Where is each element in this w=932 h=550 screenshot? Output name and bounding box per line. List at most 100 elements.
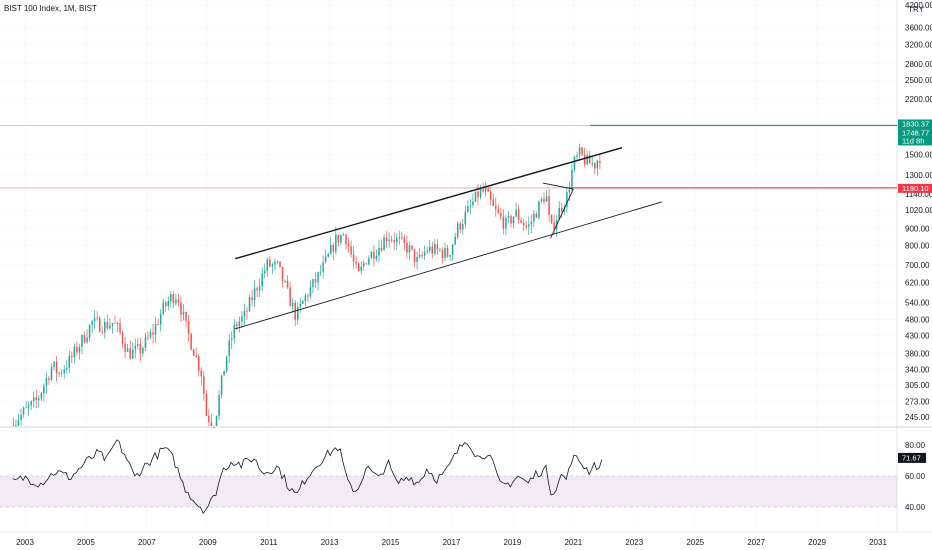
candle-body[interactable] <box>192 349 195 356</box>
price-tick-label[interactable]: 900.00 <box>905 224 930 233</box>
candle-body[interactable] <box>441 250 444 258</box>
candle-body[interactable] <box>571 169 573 190</box>
price-tick-label[interactable]: 1140.00 <box>905 190 932 199</box>
price-tick-label[interactable]: 430.00 <box>905 331 930 340</box>
candle-body[interactable] <box>548 196 550 215</box>
price-tick-label[interactable]: 245.00 <box>905 413 930 422</box>
candle-body[interactable] <box>55 361 58 374</box>
candle-body[interactable] <box>203 376 205 394</box>
price-tick-label[interactable]: 800.00 <box>905 241 930 250</box>
time-tick-label[interactable]: 2013 <box>321 538 339 547</box>
candle-body[interactable] <box>210 422 213 426</box>
candle-body[interactable] <box>104 321 106 333</box>
candle-body[interactable] <box>573 156 576 170</box>
time-axis[interactable]: 2003 2005 2007 2009 2011 2013 2015 2017 2019 2021… <box>16 538 887 547</box>
candle-body[interactable] <box>594 163 596 169</box>
price-tick-label[interactable]: 1500.00 <box>905 150 932 159</box>
candle-body[interactable] <box>162 302 164 315</box>
time-tick-label[interactable]: 2011 <box>260 538 278 547</box>
candle-body[interactable] <box>403 237 406 243</box>
candle-body[interactable] <box>246 310 248 312</box>
candle-body[interactable] <box>243 310 246 317</box>
price-tick-label[interactable]: 480.00 <box>905 315 930 324</box>
candle-body[interactable] <box>205 393 208 416</box>
candle-body[interactable] <box>93 317 96 322</box>
candle-body[interactable] <box>469 205 472 207</box>
candle-body[interactable] <box>418 255 421 257</box>
price-tick-label[interactable]: 620.00 <box>905 278 930 287</box>
candle-body[interactable] <box>363 263 365 267</box>
candle-body[interactable] <box>436 244 439 250</box>
candle-body[interactable] <box>398 237 401 239</box>
candle-body[interactable] <box>408 245 411 253</box>
candle-body[interactable] <box>289 287 291 307</box>
candle-body[interactable] <box>591 163 594 164</box>
candle-body[interactable] <box>111 323 114 326</box>
candle-body[interactable] <box>12 425 15 427</box>
candle-body[interactable] <box>58 372 60 374</box>
candle-body[interactable] <box>98 318 101 332</box>
time-tick-label[interactable]: 2031 <box>869 538 887 547</box>
candle-body[interactable] <box>553 222 555 230</box>
candle-body[interactable] <box>444 248 446 258</box>
candle-body[interactable] <box>482 189 484 192</box>
candle-body[interactable] <box>342 234 345 236</box>
candle-body[interactable] <box>299 303 302 307</box>
price-tick-label[interactable]: 273.00 <box>905 397 930 406</box>
time-tick-label[interactable]: 2017 <box>443 538 461 547</box>
candle-body[interactable] <box>578 147 581 156</box>
rsi-axis[interactable]: 80.00 60.00 40.00 <box>905 441 926 512</box>
candle-body[interactable] <box>411 245 413 250</box>
candle-body[interactable] <box>291 302 294 307</box>
candle-body[interactable] <box>479 189 482 198</box>
candle-body[interactable] <box>327 253 329 257</box>
channel-upper-trendline[interactable] <box>235 146 623 260</box>
time-tick-label[interactable]: 2005 <box>77 538 95 547</box>
candle-body[interactable] <box>467 205 469 212</box>
candle-body[interactable] <box>487 188 489 192</box>
candle-body[interactable] <box>228 340 230 357</box>
trendlines[interactable] <box>235 146 662 330</box>
candle-body[interactable] <box>45 378 48 386</box>
candle-body[interactable] <box>462 224 464 230</box>
candle-body[interactable] <box>65 367 68 370</box>
candle-body[interactable] <box>406 242 408 253</box>
candle-body[interactable] <box>215 416 218 426</box>
candle-body[interactable] <box>218 394 220 417</box>
candle-body[interactable] <box>451 244 454 256</box>
time-tick-label[interactable]: 2019 <box>504 538 522 547</box>
candle-body[interactable] <box>88 324 91 338</box>
candle-body[interactable] <box>63 369 65 374</box>
candle-body[interactable] <box>317 272 319 283</box>
candle-body[interactable] <box>134 345 137 350</box>
candle-body[interactable] <box>124 343 126 352</box>
candle-body[interactable] <box>505 217 507 229</box>
candle-body[interactable] <box>538 201 540 218</box>
candle-body[interactable] <box>248 297 251 312</box>
candle-body[interactable] <box>378 247 380 256</box>
candle-body[interactable] <box>543 198 545 202</box>
candle-body[interactable] <box>507 216 510 218</box>
candle-body[interactable] <box>106 321 109 329</box>
candle-body[interactable] <box>96 317 98 319</box>
candle-body[interactable] <box>530 221 533 225</box>
candle-body[interactable] <box>423 252 426 256</box>
candle-body[interactable] <box>152 332 154 335</box>
candle-body[interactable] <box>413 249 416 263</box>
candle-body[interactable] <box>599 160 601 163</box>
candle-body[interactable] <box>393 239 395 243</box>
candle-body[interactable] <box>223 370 225 376</box>
candle-body[interactable] <box>208 415 210 423</box>
candle-body[interactable] <box>40 393 43 399</box>
candle-body[interactable] <box>426 250 428 253</box>
candle-body[interactable] <box>515 209 517 217</box>
candle-body[interactable] <box>220 375 223 395</box>
candle-body[interactable] <box>170 294 172 302</box>
candle-body[interactable] <box>230 338 233 341</box>
candle-body[interactable] <box>456 223 459 237</box>
candle-body[interactable] <box>50 367 53 380</box>
candle-body[interactable] <box>512 216 515 224</box>
rsi-tick-label[interactable]: 60.00 <box>905 472 926 481</box>
candle-body[interactable] <box>370 251 373 259</box>
